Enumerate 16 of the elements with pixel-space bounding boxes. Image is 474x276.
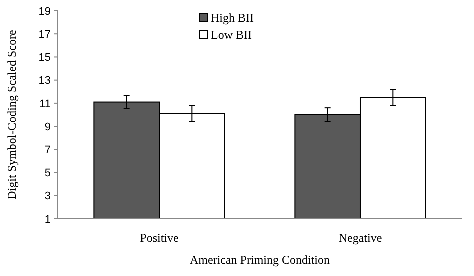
legend-label: High BII xyxy=(211,11,254,26)
x-tick-label: Negative xyxy=(338,231,382,245)
y-tick-label: 7 xyxy=(44,144,51,157)
y-tick-label: 9 xyxy=(44,121,51,134)
y-tick-label: 3 xyxy=(44,190,51,203)
y-tick-label: 11 xyxy=(40,98,51,110)
y-tick-label: 15 xyxy=(38,52,51,64)
y-tick-label: 13 xyxy=(38,75,51,88)
y-tick-label: 5 xyxy=(44,168,51,180)
legend-label: Low BII xyxy=(211,28,252,42)
y-tick-label: 19 xyxy=(38,6,51,18)
y-tick-label: 17 xyxy=(38,28,51,41)
y-tick-label: 1 xyxy=(44,214,51,226)
x-tick-label: Positive xyxy=(140,231,179,245)
y-axis-title: Digit Symbol-Coding Scaled Score xyxy=(5,30,19,200)
x-axis-title: American Priming Condition xyxy=(190,253,330,267)
